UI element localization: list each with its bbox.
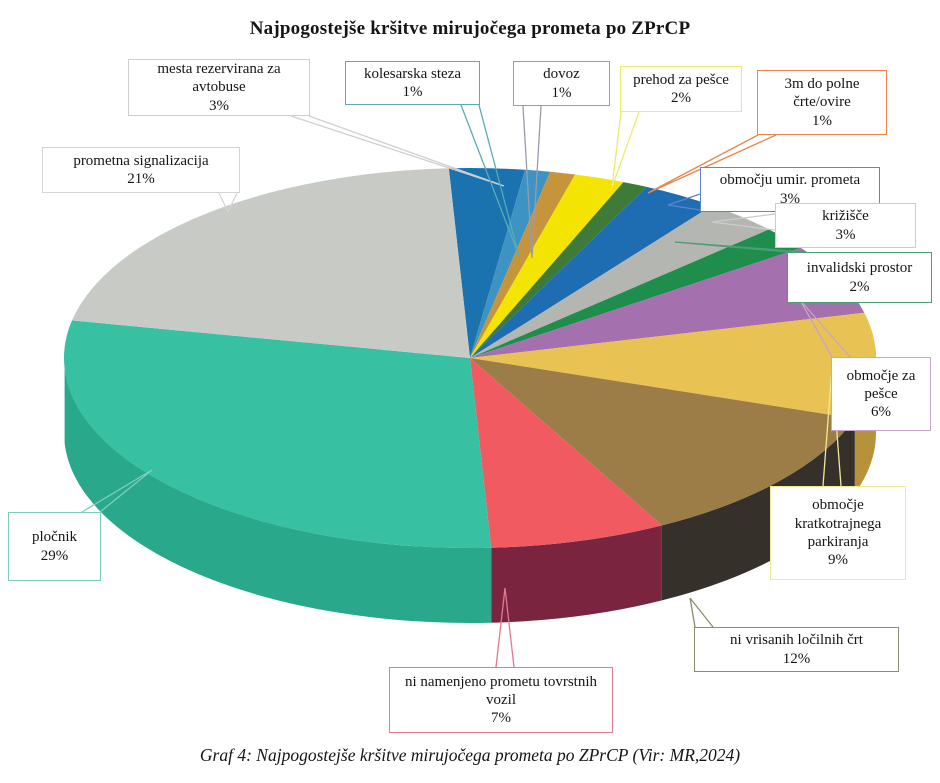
callout-leader-line — [460, 104, 520, 257]
pie-slice — [470, 229, 801, 358]
callout-percentage: 1% — [402, 84, 423, 100]
callout-leader-line — [218, 192, 238, 213]
pie-slice — [470, 186, 713, 358]
callout-percentage: 1% — [812, 112, 832, 129]
chart-title: Najpogostejše kršitve mirujočega prometa… — [249, 18, 691, 39]
callout-percentage: 29% — [40, 547, 69, 564]
callout-leader-line — [495, 587, 515, 668]
callout-percentage: 12% — [782, 650, 811, 667]
callout-label: pločnik — [32, 529, 77, 546]
callout-label: kolesarska steza — [363, 65, 462, 82]
pie-slice — [470, 174, 624, 358]
callout-label: mesta rezervirana za avtobuse — [157, 61, 281, 96]
callout-percentage: 2% — [849, 278, 870, 295]
callout-percentage: 1% — [551, 84, 572, 101]
callout-label: ni namenjeno prometu tovrstnih vozil — [404, 673, 598, 708]
pie-slice — [470, 312, 877, 419]
callout-label: invalidski prostor — [806, 260, 913, 277]
pie-slice — [72, 168, 470, 358]
callout-percentage: 2% — [671, 90, 691, 106]
pie-slice — [470, 247, 865, 358]
callout-percentage: 9% — [828, 552, 848, 569]
callout-leader-line — [647, 134, 777, 194]
callout-label: križišče — [822, 208, 869, 225]
pie-callout: invalidski prostor 2% — [787, 252, 932, 303]
pie-slice-side — [661, 418, 855, 601]
callout-percentage: 21% — [127, 171, 155, 187]
pie-callout: mesta rezervirana za avtobuse 3% — [128, 59, 310, 116]
pie-callout: križišče 3% — [775, 203, 916, 248]
pie-callout: dovoz 1% — [513, 61, 610, 106]
figure-caption: Graf 4: Najpogostejše kršitve mirujočega… — [199, 745, 741, 765]
callout-leader-line — [667, 193, 701, 211]
callout-percentage: 7% — [491, 710, 511, 727]
callout-leader-line — [522, 105, 542, 259]
pie-callout: pločnik 29% — [8, 512, 101, 581]
pie-slice — [470, 182, 647, 358]
pie-callout: ni namenjeno prometu tovrstnih vozil 7% — [389, 667, 613, 733]
pie-slice — [63, 320, 492, 548]
callout-label: ni vrisanih ločilnih črt — [730, 632, 863, 649]
pie-slice-side — [491, 525, 662, 623]
pie-callout: območje kratkotrajnega parkiranja 9% — [770, 486, 906, 580]
callout-label: dovoz — [543, 66, 580, 83]
callout-label: območju umir. prometa — [719, 172, 861, 189]
callout-leader-line — [81, 469, 153, 513]
callout-percentage: 6% — [871, 404, 891, 421]
callout-leader-line — [674, 241, 807, 253]
callout-percentage: 3% — [835, 226, 856, 243]
pie-slice — [448, 168, 526, 358]
callout-label: 3m do polne črte/ovire — [784, 76, 860, 111]
callout-label: prometna signalizacija — [73, 152, 209, 169]
pie-callout: območje za pešce 6% — [831, 357, 931, 431]
callout-leader-line — [711, 213, 776, 231]
callout-percentage: 3% — [209, 97, 229, 114]
callout-label: prehod za pešce — [633, 71, 729, 88]
callout-label: območje kratkotrajnega parkiranja — [794, 497, 882, 550]
callout-leader-line — [611, 111, 640, 188]
callout-percentage: 3% — [780, 190, 800, 207]
callout-leader-line — [799, 299, 851, 358]
callout-leader-line — [689, 597, 714, 628]
pie-slice — [470, 358, 662, 548]
pie-callout: 3m do polne črte/ovire 1% — [757, 70, 887, 135]
pie-slice — [470, 358, 855, 526]
pie-callout: ni vrisanih ločilnih črt 12% — [694, 627, 899, 672]
pie-slice-side — [64, 367, 492, 623]
pie-callout: prometna signalizacija 21% — [42, 147, 240, 193]
pie-slice — [470, 171, 576, 358]
callout-label: območje za pešce — [846, 367, 916, 402]
callout-leader-line — [290, 115, 505, 187]
pie-callout: kolesarska steza 1% — [345, 61, 480, 105]
pie-callout: prehod za pešce 2% — [620, 66, 742, 112]
